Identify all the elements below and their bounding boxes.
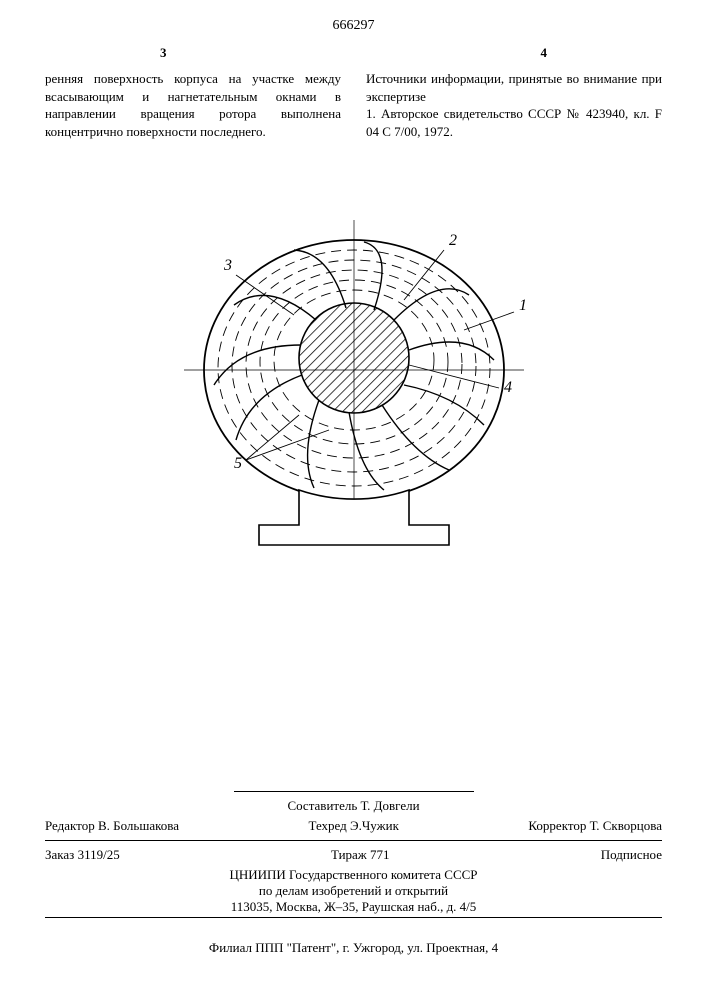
label-4: 4 bbox=[504, 379, 512, 396]
techred: Техред Э.Чужик bbox=[309, 818, 399, 834]
org-line-2: по делам изобретений и открытий bbox=[45, 883, 662, 899]
editor: Редактор В. Большакова bbox=[45, 818, 179, 834]
org-line-1: ЦНИИПИ Государственного комитета СССР bbox=[45, 867, 662, 883]
column-number-right: 4 bbox=[541, 45, 548, 61]
branch-line: Филиал ППП "Патент", г. Ужгород, ул. Про… bbox=[45, 940, 662, 956]
org-line-3: 113035, Москва, Ж–35, Раушская наб., д. … bbox=[45, 899, 662, 915]
order: Заказ 3119/25 bbox=[45, 847, 120, 863]
corrector: Корректор Т. Скворцова bbox=[528, 818, 662, 834]
print-info-row: Заказ 3119/25 Тираж 771 Подписное bbox=[45, 843, 662, 867]
left-column: ренняя поверхность корпуса на участке ме… bbox=[45, 70, 341, 140]
text-columns: ренняя поверхность корпуса на участке ме… bbox=[45, 70, 662, 140]
document-number: 666297 bbox=[0, 18, 707, 34]
patent-page: 666297 3 4 ренняя поверхность корпуса на… bbox=[0, 0, 707, 1000]
compiler-line: Составитель Т. Довгели bbox=[45, 798, 662, 814]
imprint-block: Составитель Т. Довгели Редактор В. Больш… bbox=[45, 785, 662, 920]
right-column-text-2: 1. Авторское свидетельство СССР № 423940… bbox=[366, 105, 662, 140]
left-column-text: ренняя поверхность корпуса на участке ме… bbox=[45, 71, 341, 139]
right-column: Источники информации, принятые во вниман… bbox=[366, 70, 662, 140]
label-3: 3 bbox=[223, 257, 232, 274]
right-column-text-1: Источники информации, принятые во вниман… bbox=[366, 70, 662, 105]
staff-row: Редактор В. Большакова Техред Э.Чужик Ко… bbox=[45, 814, 662, 838]
label-2: 2 bbox=[449, 232, 457, 249]
label-5: 5 bbox=[234, 455, 242, 472]
subscription: Подписное bbox=[601, 847, 662, 863]
technical-diagram: 1 2 3 4 5 bbox=[0, 200, 707, 565]
label-1: 1 bbox=[519, 297, 527, 314]
run: Тираж 771 bbox=[331, 847, 390, 863]
column-number-left: 3 bbox=[160, 45, 167, 61]
